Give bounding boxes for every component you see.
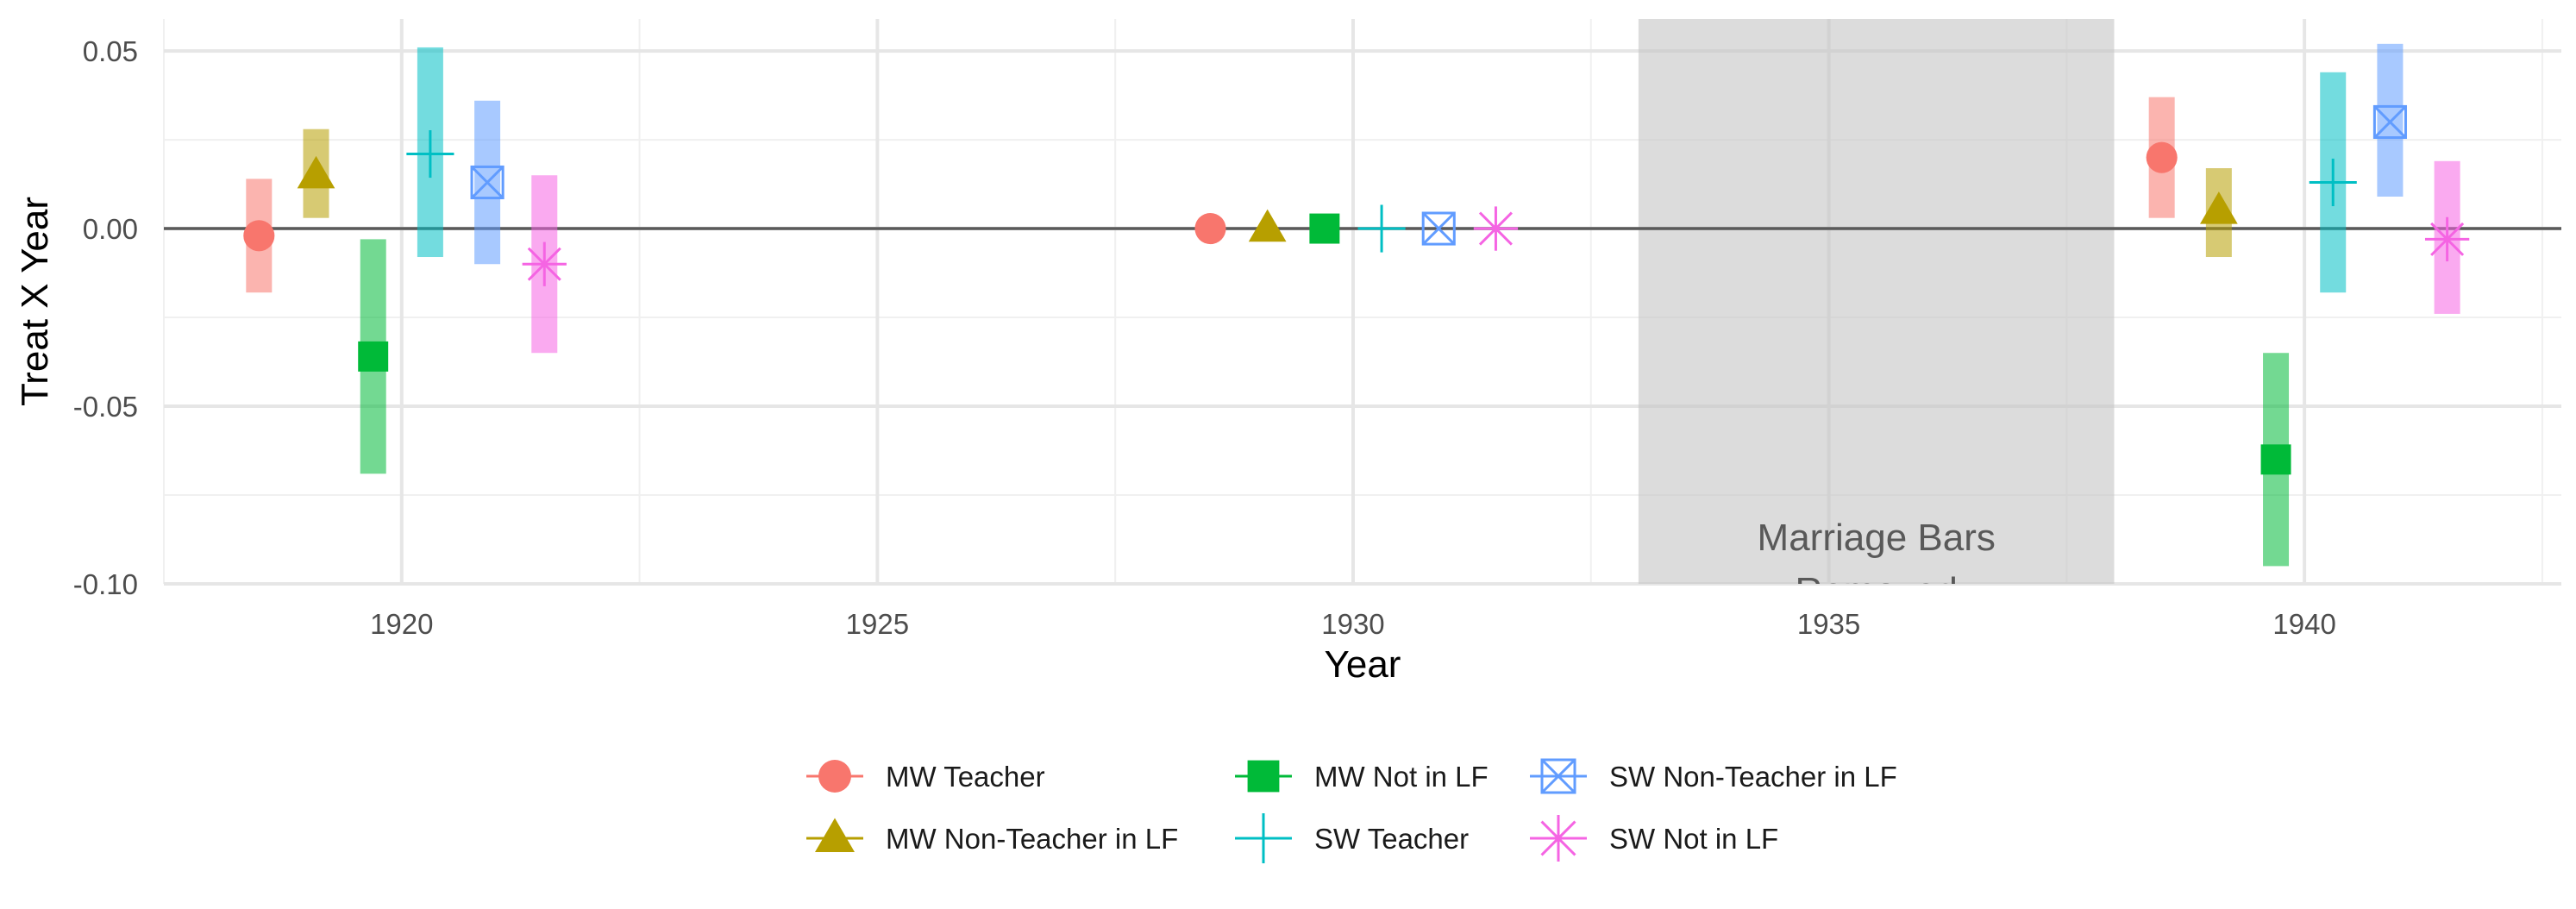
point-marker <box>1194 213 1225 244</box>
marker-shape <box>358 342 388 372</box>
marker-shape <box>1309 214 1339 244</box>
x-axis-title: Year <box>1325 643 1401 686</box>
legend-item: MW Teacher <box>806 760 1045 793</box>
x-tick-label: 1940 <box>2272 608 2335 640</box>
legend-label: SW Teacher <box>1314 823 1469 855</box>
point-marker <box>2310 159 2357 206</box>
y-tick-label: 0.05 <box>83 35 138 67</box>
legend-key-marker <box>1238 813 1288 863</box>
point-marker <box>1358 205 1406 253</box>
legend-item: MW Non-Teacher in LF <box>806 818 1178 855</box>
x-tick-label: 1930 <box>1321 608 1384 640</box>
x-tick-label: 1925 <box>846 608 909 640</box>
legend-label: SW Not in LF <box>1609 823 1778 855</box>
shaded-region-rect <box>1639 19 2115 584</box>
y-tick-label: -0.05 <box>73 391 138 423</box>
grid-lines <box>164 19 2561 584</box>
legend-label: SW Non-Teacher in LF <box>1609 761 1897 793</box>
point-marker <box>1309 214 1339 244</box>
marker-shape <box>1194 213 1225 244</box>
point-estimates <box>243 106 2469 474</box>
y-axis-title: Treat X Year <box>14 197 56 406</box>
legend-key-marker <box>815 818 855 852</box>
y-axis-tick-labels: -0.10 -0.05 0.00 0.05 <box>73 35 138 600</box>
x-tick-label: 1935 <box>1797 608 1860 640</box>
point-marker <box>2425 217 2469 261</box>
annotation-line-1: Marriage Bars <box>1758 517 1996 559</box>
y-tick-label: -0.10 <box>73 568 138 600</box>
annotation-line-2: Removed <box>1796 570 1958 612</box>
point-marker <box>298 156 335 189</box>
x-tick-label: 1920 <box>370 608 433 640</box>
point-marker <box>1249 210 1287 242</box>
point-marker <box>2147 142 2178 173</box>
point-marker <box>1474 206 1518 250</box>
marker-shape <box>815 818 855 852</box>
point-marker <box>2261 444 2291 474</box>
marriage-bars-shaded-region <box>1639 19 2115 584</box>
marker-shape <box>2200 191 2238 224</box>
legend-label: MW Teacher <box>886 761 1045 793</box>
legend-item: MW Not in LF <box>1235 761 1489 793</box>
point-marker <box>523 242 567 286</box>
legend-item: SW Teacher <box>1235 813 1469 863</box>
point-marker <box>2200 191 2238 224</box>
legend-item: SW Not in LF <box>1530 815 1778 862</box>
legend-key-marker <box>1248 761 1280 793</box>
marker-shape <box>1248 761 1280 793</box>
legend: MW Teacher MW Non-Teacher in LF MW Not in … <box>806 760 1897 863</box>
x-axis-tick-labels: 1920 1925 1930 1935 1940 <box>370 608 2336 640</box>
marker-shape <box>818 760 851 793</box>
y-tick-label: 0.00 <box>83 213 138 245</box>
legend-key-marker <box>818 760 851 793</box>
marker-shape <box>243 220 274 251</box>
point-marker <box>358 342 388 372</box>
legend-label: MW Not in LF <box>1314 761 1489 793</box>
marker-shape <box>298 156 335 189</box>
point-marker <box>243 220 274 251</box>
legend-item: SW Non-Teacher in LF <box>1530 760 1897 793</box>
legend-key-marker <box>1535 815 1582 862</box>
marker-shape <box>2147 142 2178 173</box>
marker-shape <box>1249 210 1287 242</box>
point-marker <box>406 130 454 178</box>
marker-shape <box>2261 444 2291 474</box>
legend-label: MW Non-Teacher in LF <box>886 823 1178 855</box>
